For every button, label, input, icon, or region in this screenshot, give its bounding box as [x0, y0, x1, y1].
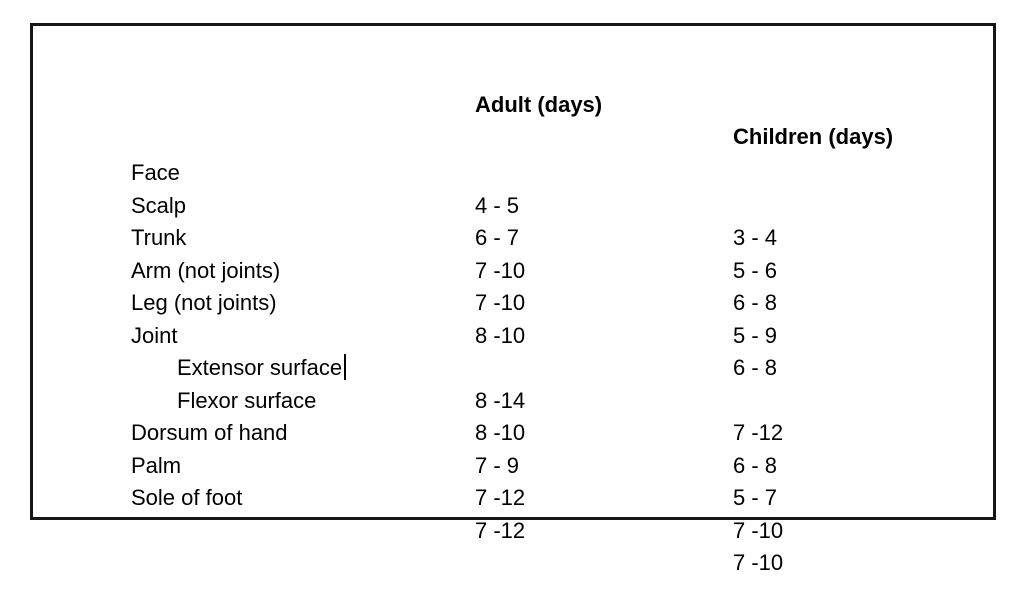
text-cursor — [344, 354, 347, 380]
row-label: Joint — [131, 322, 178, 348]
children-value: 6 - 8 — [733, 355, 778, 380]
adult-value: 7 -12 — [475, 485, 526, 510]
children-value: 6 - 8 — [733, 452, 778, 478]
adult-value: 7 -12 — [475, 517, 526, 543]
healing-times-table[interactable]: Adult (days) Children (days) Face 4 - 5 … — [30, 23, 996, 576]
table-row-dorsum-of-hand: Dorsum of hand 7 - 9 5 - 7 — [33, 385, 993, 510]
adult-value: 8 -14 — [475, 387, 526, 413]
row-label: Extensor surface — [177, 352, 347, 385]
row-label: Trunk — [131, 225, 187, 250]
row-label: Face — [131, 160, 180, 185]
children-column-header: Children (days) — [733, 124, 894, 149]
children-value: 5 - 6 — [733, 257, 778, 283]
children-value: 7 -10 — [733, 550, 784, 575]
children-value: 6 - 8 — [733, 290, 778, 315]
table-row-palm: Palm 7 -12 7 -10 — [33, 417, 993, 543]
table-row-face: Face 4 - 5 3 - 4 — [33, 125, 993, 250]
adult-value: 8 -10 — [475, 420, 526, 445]
row-label: Dorsum of hand — [131, 420, 288, 445]
table-header-row: Adult (days) Children (days) — [33, 56, 993, 150]
table-row-scalp: Scalp 6 - 7 5 - 6 — [33, 157, 993, 283]
adult-value: 8 -10 — [475, 322, 526, 348]
table-row-leg: Leg (not joints) 8 -10 6 - 8 — [33, 255, 993, 380]
children-value: 5 - 9 — [733, 322, 778, 348]
adult-column-header: Adult (days) — [475, 91, 603, 117]
children-value: 7 -12 — [733, 420, 784, 445]
table-row-flexor-surface: Flexor surface 8 -10 6 - 8 — [33, 352, 993, 478]
adult-value: 7 -10 — [475, 257, 526, 283]
table-row-trunk: Trunk 7 -10 6 - 8 — [33, 190, 993, 315]
adult-value: 7 - 9 — [475, 452, 520, 478]
table-row-sole-of-foot: Sole of foot 7 -12 7 -10 — [33, 450, 993, 575]
table-row-extensor-surface: Extensor surface 8 -14 7 -12 — [33, 320, 993, 445]
children-value: 5 - 7 — [733, 485, 778, 510]
children-value: 7 -10 — [733, 517, 784, 543]
row-label-text: Extensor surface — [177, 355, 343, 380]
table-content: Adult (days) Children (days) Face 4 - 5 … — [33, 56, 993, 576]
children-value: 3 - 4 — [733, 225, 778, 250]
document-page: Adult (days) Children (days) Face 4 - 5 … — [30, 23, 996, 576]
adult-value: 6 - 7 — [475, 225, 520, 250]
adult-value: 4 - 5 — [475, 192, 520, 218]
row-label: Leg (not joints) — [131, 290, 277, 315]
row-label: Flexor surface — [177, 387, 317, 413]
table-row-joint: Joint — [33, 287, 993, 348]
table-row-arm: Arm (not joints) 7 -10 5 - 9 — [33, 222, 993, 348]
row-label: Palm — [131, 452, 182, 478]
row-label: Arm (not joints) — [131, 257, 281, 283]
row-label: Scalp — [131, 192, 187, 218]
row-label: Sole of foot — [131, 485, 243, 510]
adult-value: 7 -10 — [475, 290, 526, 315]
